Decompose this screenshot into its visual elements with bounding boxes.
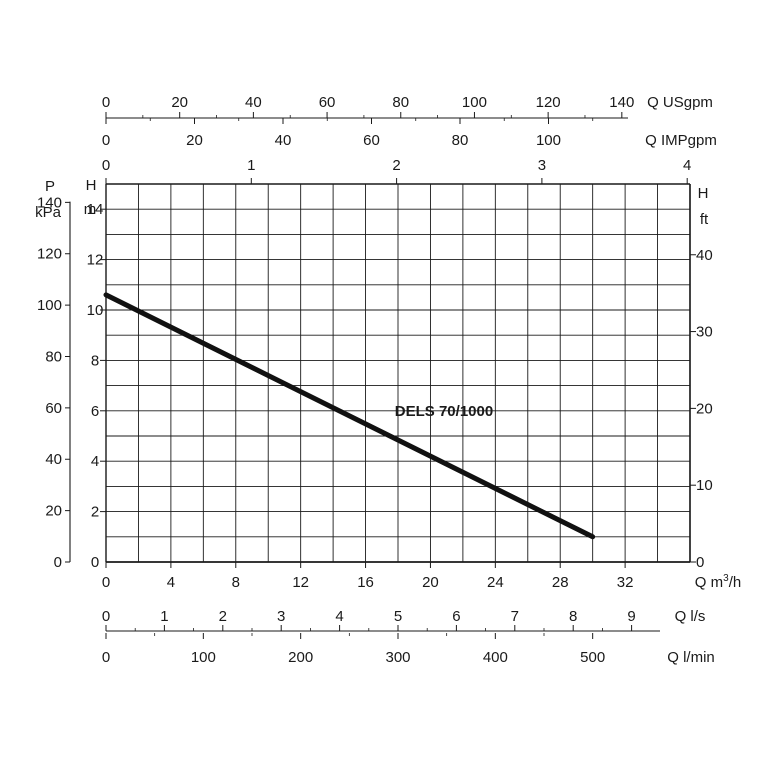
y-tick-label-kpa: 120 <box>37 246 62 263</box>
series-line-dels-70-1000 <box>103 292 596 540</box>
x-tick-label-top: 4 <box>683 157 691 174</box>
y-tick-label-hm: 8 <box>91 352 99 369</box>
axes: 0 4 8 12 16 20 24 28 32 Q m3/h0 1 2 3 4 5 6 7 8 9 Q l/s0 100… <box>35 94 741 666</box>
y-tick-label-ft: 40 <box>696 247 713 264</box>
x-tick-label-impgpm: 80 <box>452 132 469 149</box>
x-tick-label-ls: 6 <box>452 608 460 625</box>
x-axis-title-impgpm: Q IMPgpm <box>645 132 717 149</box>
y-tick-label-hm: 10 <box>87 302 104 319</box>
x-tick-label-m3h: 16 <box>357 574 374 591</box>
y-tick-label-hm: 0 <box>91 554 99 571</box>
y-axis-unit-ft: ft <box>700 211 709 228</box>
x-tick-label-usgpm: 120 <box>536 94 561 111</box>
y-tick-label-ft: 10 <box>696 477 713 494</box>
x-tick-label-top: 2 <box>392 157 400 174</box>
y-axis-unit-kpa: kPa <box>35 204 62 221</box>
x-tick-label-usgpm: 0 <box>102 94 110 111</box>
x-tick-label-m3h: 8 <box>232 574 240 591</box>
y-tick-label-ft: 0 <box>696 554 704 571</box>
y-tick-label-kpa: 60 <box>45 400 62 417</box>
y-tick-label-kpa: 100 <box>37 297 62 314</box>
x-tick-label-lmin: 0 <box>102 649 110 666</box>
x-tick-label-ls: 3 <box>277 608 285 625</box>
x-axis-title-lmin: Q l/min <box>667 649 715 666</box>
y-tick-label-ft: 30 <box>696 324 713 341</box>
x-tick-label-m3h: 24 <box>487 574 504 591</box>
x-tick-label-lmin: 500 <box>580 649 605 666</box>
x-tick-label-impgpm: 0 <box>102 132 110 149</box>
x-tick-label-lmin: 100 <box>191 649 216 666</box>
y-tick-label-kpa: 40 <box>45 451 62 468</box>
y-tick-label-ft: 20 <box>696 400 713 417</box>
x-tick-label-ls: 7 <box>511 608 519 625</box>
x-axis-title-ls: Q l/s <box>675 608 706 625</box>
x-tick-label-usgpm: 140 <box>609 94 634 111</box>
x-tick-label-m3h: 4 <box>167 574 175 591</box>
y-axis-title-p: P <box>45 178 55 195</box>
y-tick-label-hm: 6 <box>91 403 99 420</box>
x-axis-title-usgpm: Q USgpm <box>647 94 713 111</box>
y-tick-label-hm: 2 <box>91 504 99 521</box>
y-tick-label-kpa: 0 <box>54 554 62 571</box>
x-tick-label-usgpm: 80 <box>392 94 409 111</box>
curve-label: DELS 70/1000 <box>395 403 493 420</box>
y-axis-unit-m: m <box>84 201 97 218</box>
x-axis-title-m3h: Q m3/h <box>695 573 741 591</box>
curves <box>103 292 596 540</box>
x-tick-label-ls: 2 <box>219 608 227 625</box>
y-axis-title-h-left: H <box>86 177 97 194</box>
x-tick-label-impgpm: 100 <box>536 132 561 149</box>
x-tick-label-usgpm: 20 <box>171 94 188 111</box>
y-tick-label-kpa: 140 <box>37 194 62 211</box>
x-tick-label-lmin: 300 <box>385 649 410 666</box>
x-tick-label-top: 3 <box>538 157 546 174</box>
y-tick-label-kpa: 80 <box>45 348 62 365</box>
x-tick-label-ls: 8 <box>569 608 577 625</box>
x-tick-label-top: 1 <box>247 157 255 174</box>
x-tick-label-impgpm: 60 <box>363 132 380 149</box>
y-tick-label-kpa: 20 <box>45 503 62 520</box>
x-tick-label-top: 0 <box>102 157 110 174</box>
y-tick-label-hm: 4 <box>91 453 99 470</box>
x-tick-label-m3h: 12 <box>292 574 309 591</box>
x-tick-label-ls: 5 <box>394 608 402 625</box>
x-tick-label-ls: 1 <box>160 608 168 625</box>
x-tick-label-m3h: 20 <box>422 574 439 591</box>
x-tick-label-ls: 9 <box>627 608 635 625</box>
x-tick-label-ls: 4 <box>335 608 343 625</box>
x-tick-label-lmin: 200 <box>288 649 313 666</box>
x-tick-label-impgpm: 20 <box>186 132 203 149</box>
x-tick-label-ls: 0 <box>102 608 110 625</box>
x-tick-label-usgpm: 100 <box>462 94 487 111</box>
y-tick-label-hm: 12 <box>87 252 104 269</box>
x-tick-label-usgpm: 60 <box>319 94 336 111</box>
y-tick-label-hm: 14 <box>87 201 104 218</box>
x-tick-label-m3h: 28 <box>552 574 569 591</box>
x-tick-label-impgpm: 40 <box>275 132 292 149</box>
x-tick-label-usgpm: 40 <box>245 94 262 111</box>
y-axis-title-h-right: H <box>698 185 709 202</box>
x-tick-label-m3h: 0 <box>102 574 110 591</box>
x-tick-label-m3h: 32 <box>617 574 634 591</box>
x-tick-label-lmin: 400 <box>483 649 508 666</box>
